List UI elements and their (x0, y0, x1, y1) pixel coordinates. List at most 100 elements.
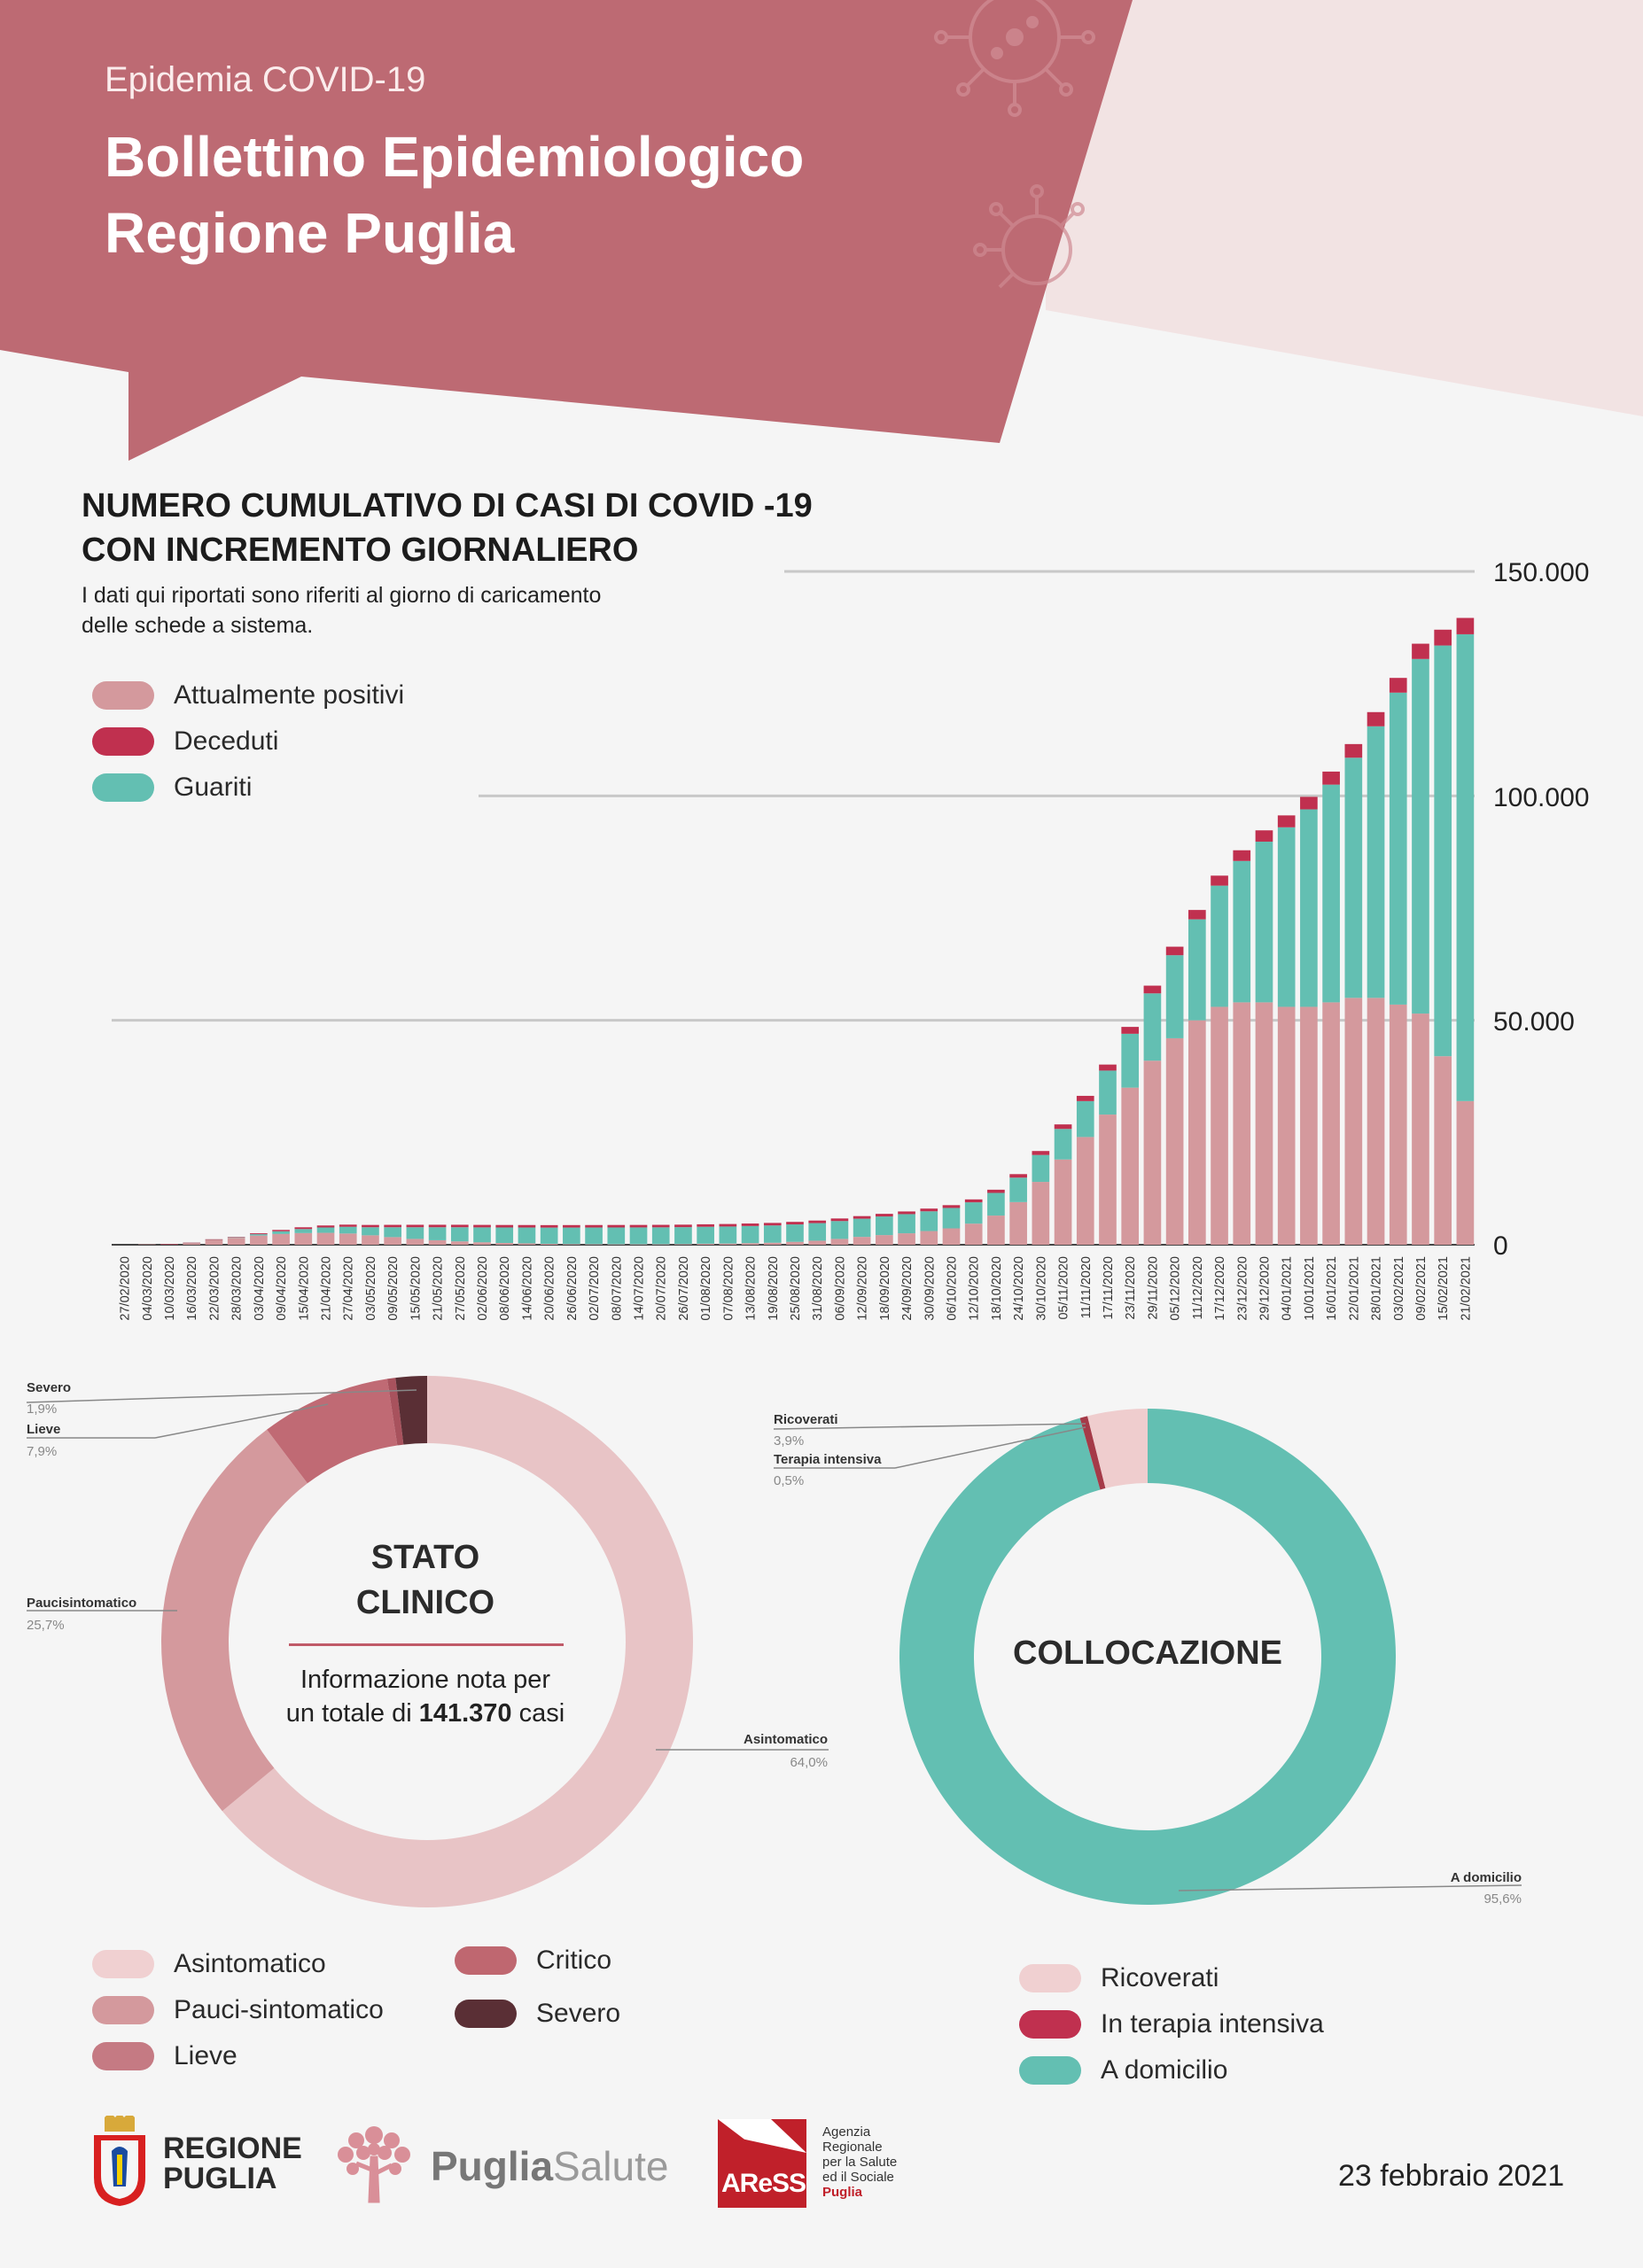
bar-guariti (1412, 658, 1429, 1014)
x-tick-label: 12/09/2020 (856, 1256, 870, 1321)
stato-info-line2: un totale di 141.370 casi (248, 1699, 603, 1728)
bar-deceduti (1322, 771, 1340, 785)
cumulative-cases-chart: 27/02/2020 04/03/2020 10/03/2020 16/03/2020… (112, 558, 1589, 1321)
stato-clinico-title-line1: STATO (370, 1539, 480, 1576)
legend-swatch (455, 2000, 517, 2028)
bar-guariti (1434, 645, 1452, 1057)
bar-attualmente-positivi (1211, 1006, 1228, 1245)
stato-clinico-title-line2: CLINICO (355, 1584, 495, 1621)
y-tick-label: 50.000 (1493, 1007, 1575, 1037)
callout-value: 25,7% (27, 1618, 65, 1633)
bulletin-date: 23 febbraio 2021 (1338, 2159, 1565, 2193)
x-tick-label: 27/04/2020 (342, 1256, 356, 1321)
callout-label: Severo (27, 1380, 71, 1395)
callout-label: A domicilio (1451, 1870, 1522, 1885)
aress-puglia: Puglia (822, 2185, 863, 2200)
bar-deceduti (1188, 910, 1206, 920)
legend-swatch (1019, 2056, 1081, 2085)
header-title-line2: Regione Puglia (105, 201, 515, 265)
callout-label: Terapia intensiva (774, 1452, 882, 1467)
collocazione-donut (899, 1409, 1397, 1905)
bar-guariti (987, 1192, 1005, 1216)
bar-attualmente-positivi (719, 1243, 737, 1245)
bar-attualmente-positivi (250, 1235, 268, 1245)
bar-attualmente-positivi (316, 1232, 335, 1245)
bar-deceduti (339, 1224, 357, 1227)
bar-attualmente-positivi (563, 1244, 580, 1245)
x-tick-label: 20/06/2020 (543, 1256, 557, 1321)
callout-label: Ricoverati (774, 1412, 838, 1427)
x-tick-label: 03/05/2020 (364, 1256, 378, 1321)
bar-attualmente-positivi (898, 1233, 915, 1245)
bar-guariti (250, 1234, 268, 1236)
bar-guariti (629, 1227, 648, 1245)
header-banner (0, 0, 1643, 461)
bar-attualmente-positivi (428, 1239, 447, 1245)
legend-swatch (92, 773, 154, 802)
header-shape (0, 0, 1133, 461)
bar-attualmente-positivi (1143, 1060, 1162, 1245)
bar-attualmente-positivi (137, 1244, 156, 1245)
bar-deceduti (987, 1189, 1005, 1193)
bar-deceduti (1099, 1064, 1117, 1071)
bar-attualmente-positivi (853, 1237, 871, 1245)
regione-line2: PUGLIA (163, 2162, 277, 2195)
bar-attualmente-positivi (294, 1232, 313, 1245)
bar-attualmente-positivi (741, 1243, 759, 1245)
bar-attualmente-positivi (1322, 1002, 1340, 1245)
bar-guariti (1054, 1129, 1072, 1160)
bar-deceduti (406, 1224, 424, 1228)
x-tick-label: 26/06/2020 (565, 1256, 580, 1321)
x-tick-label: 23/12/2020 (1235, 1256, 1250, 1321)
bar-attualmente-positivi (629, 1244, 648, 1245)
x-tick-label: 15/02/2021 (1437, 1256, 1451, 1321)
bar-attualmente-positivi (876, 1235, 893, 1245)
bar-deceduti (1165, 946, 1184, 956)
callout-line (26, 1389, 417, 1403)
bar-deceduti (160, 1244, 178, 1245)
callout-label: Paucisintomatico (27, 1596, 136, 1611)
bar-deceduti (250, 1233, 268, 1235)
callout-line (773, 1423, 1086, 1430)
legend-swatch (1019, 1964, 1081, 1992)
bar-deceduti (719, 1223, 737, 1227)
bar-deceduti (1434, 629, 1452, 646)
virus-icon (934, 0, 1095, 117)
bar-deceduti (651, 1224, 670, 1228)
x-tick-label: 17/12/2020 (1213, 1256, 1227, 1321)
regione-line1: REGIONE (163, 2132, 302, 2165)
bar-guariti (428, 1227, 447, 1240)
bar-guariti (272, 1231, 290, 1234)
bar-deceduti (763, 1223, 782, 1226)
puglia-salute-tree-icon (338, 2126, 410, 2203)
bar-deceduti (853, 1216, 871, 1219)
bar-guariti (1076, 1100, 1094, 1138)
x-tick-label: 21/02/2021 (1459, 1256, 1473, 1321)
bar-guariti (362, 1227, 379, 1236)
bar-deceduti (495, 1224, 514, 1228)
header-light-shape (1046, 0, 1643, 416)
legend-label: In terapia intensiva (1101, 2009, 1324, 2039)
bar-attualmente-positivi (964, 1223, 983, 1245)
x-tick-label: 02/06/2020 (476, 1256, 490, 1321)
bar-attualmente-positivi (1099, 1115, 1117, 1245)
virus-icon-small (973, 184, 1085, 289)
legend-swatch (92, 1996, 154, 2024)
x-tick-label: 14/06/2020 (520, 1256, 534, 1321)
bar-deceduti (674, 1224, 692, 1228)
puglia-salute-logo-text: PugliaSalute (431, 2142, 668, 2190)
donut-charts: Severo 1,9% Lieve 7,9% Paucisintomatico … (26, 1375, 1522, 1908)
bar-guariti (1456, 633, 1475, 1101)
legend-item-pauci-sintomatico: Pauci-sintomatico (92, 1995, 384, 2025)
bar-deceduti (1143, 985, 1162, 994)
bar-deceduti (964, 1199, 983, 1203)
legend-label: Deceduti (174, 726, 279, 756)
bar-guariti (697, 1226, 714, 1244)
bar-guariti (853, 1218, 871, 1238)
legend-label: Severo (536, 1999, 621, 2028)
bar-deceduti (1456, 617, 1475, 634)
bar-attualmente-positivi (1054, 1159, 1072, 1245)
bar-deceduti (1032, 1151, 1050, 1155)
bar-attualmente-positivi (942, 1228, 961, 1245)
x-tick-label: 02/07/2020 (588, 1256, 602, 1321)
